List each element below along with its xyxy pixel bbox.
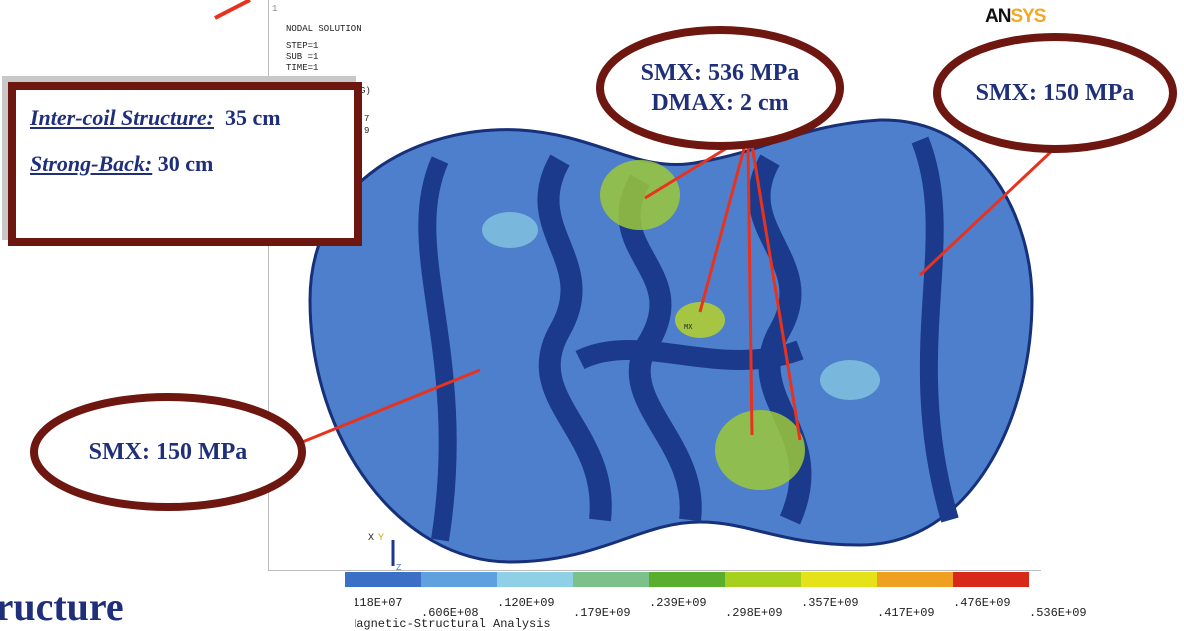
callout: SMX: 536 MPa DMAX: 2 cm bbox=[600, 58, 840, 118]
window-index: 1 bbox=[272, 4, 278, 14]
stress-zone bbox=[820, 360, 880, 400]
stress-zone bbox=[600, 160, 680, 230]
header-fragment: 9 bbox=[364, 126, 370, 136]
header-line: STEP=1 bbox=[286, 41, 319, 51]
stress-zone bbox=[482, 212, 538, 248]
header-line: NODAL SOLUTION bbox=[286, 24, 362, 34]
legend-labels: .118E+07 .606E+08 .120E+09 .179E+09 .239E+09… bbox=[355, 596, 1155, 630]
callout: SMX: 150 MPa bbox=[937, 78, 1173, 108]
legend-swatch bbox=[573, 572, 649, 587]
coil bbox=[911, 136, 959, 523]
legend-swatch bbox=[725, 572, 801, 587]
legend-label: .179E+09 bbox=[573, 606, 631, 620]
callout-line: DMAX: 2 cm bbox=[651, 90, 789, 116]
coil bbox=[418, 156, 457, 542]
triad-label: Z bbox=[396, 563, 402, 573]
logo-part: AN bbox=[985, 6, 1011, 27]
info-label: Inter-coil Structure: bbox=[30, 105, 214, 130]
arrow bbox=[750, 144, 802, 441]
header-fragment: 7 bbox=[364, 114, 370, 124]
legend-swatch bbox=[877, 572, 953, 587]
callout-line: SMX: 536 MPa bbox=[640, 60, 800, 86]
triad-label: Y bbox=[378, 533, 384, 544]
legend-swatch bbox=[497, 572, 573, 587]
legend-label: .120E+09 bbox=[497, 596, 555, 610]
coil bbox=[537, 154, 612, 522]
slide-title: Structure bbox=[0, 584, 124, 629]
header-line: SUB =1 bbox=[286, 52, 319, 62]
header-fragment: G) bbox=[360, 86, 371, 96]
stress-zone bbox=[715, 410, 805, 490]
arrow bbox=[746, 144, 754, 436]
ansys-logo: ANSYS bbox=[985, 6, 1046, 28]
info-line: Strong-Back: 30 cm bbox=[30, 146, 350, 182]
triad: X Y Z bbox=[368, 533, 402, 573]
colorbar bbox=[345, 572, 1029, 587]
coil bbox=[618, 174, 702, 522]
legend-swatch bbox=[953, 572, 1029, 587]
legend-label: .536E+09 bbox=[1029, 606, 1087, 620]
header-line: TIME=1 bbox=[286, 63, 319, 73]
callout-ellipse bbox=[933, 33, 1177, 153]
legend-label: .357E+09 bbox=[801, 596, 859, 610]
arrow bbox=[294, 368, 481, 447]
info-line: Inter-coil Structure: 35 cm bbox=[30, 100, 350, 136]
legend-swatch bbox=[801, 572, 877, 587]
logo-part: SYS bbox=[1010, 6, 1046, 27]
callout-line: SMX: 150 MPa bbox=[975, 80, 1135, 106]
info-value: 35 cm bbox=[224, 105, 281, 130]
legend-label: .298E+09 bbox=[725, 606, 783, 620]
callout-ellipse bbox=[30, 393, 306, 511]
arrow bbox=[214, 0, 251, 20]
legend-label: .606E+08 bbox=[421, 606, 479, 620]
arrow bbox=[698, 144, 747, 313]
legend-swatch bbox=[421, 572, 497, 587]
legend-swatch bbox=[649, 572, 725, 587]
plot-header: NODAL SOLUTION STEP=1 SUB =1 TIME=1 bbox=[286, 24, 362, 74]
plot-footer: Magnetic-Structural Analysis bbox=[355, 617, 551, 631]
stress-zone bbox=[675, 302, 725, 338]
arrow bbox=[918, 146, 1057, 277]
arrows bbox=[294, 138, 1057, 447]
coil bbox=[575, 340, 804, 370]
triad-label: X bbox=[368, 533, 374, 544]
max-marker: MX bbox=[684, 324, 693, 332]
info-box: Inter-coil Structure: 35 cm Strong-Back:… bbox=[8, 82, 362, 246]
footer-clip: Magnetic-Structural Analysis bbox=[355, 617, 655, 631]
callout: SMX: 150 MPa bbox=[34, 437, 302, 467]
callout-ellipse bbox=[596, 26, 844, 150]
legend-label: .417E+09 bbox=[877, 606, 935, 620]
legend-swatch bbox=[345, 572, 421, 587]
legend-label: .476E+09 bbox=[953, 596, 1011, 610]
legend-label: .239E+09 bbox=[649, 596, 707, 610]
info-value: 30 cm bbox=[157, 151, 214, 176]
info-label: Strong-Back: bbox=[30, 151, 153, 176]
callout-line: SMX: 150 MPa bbox=[88, 439, 248, 465]
legend-label: .118E+07 bbox=[355, 596, 403, 610]
